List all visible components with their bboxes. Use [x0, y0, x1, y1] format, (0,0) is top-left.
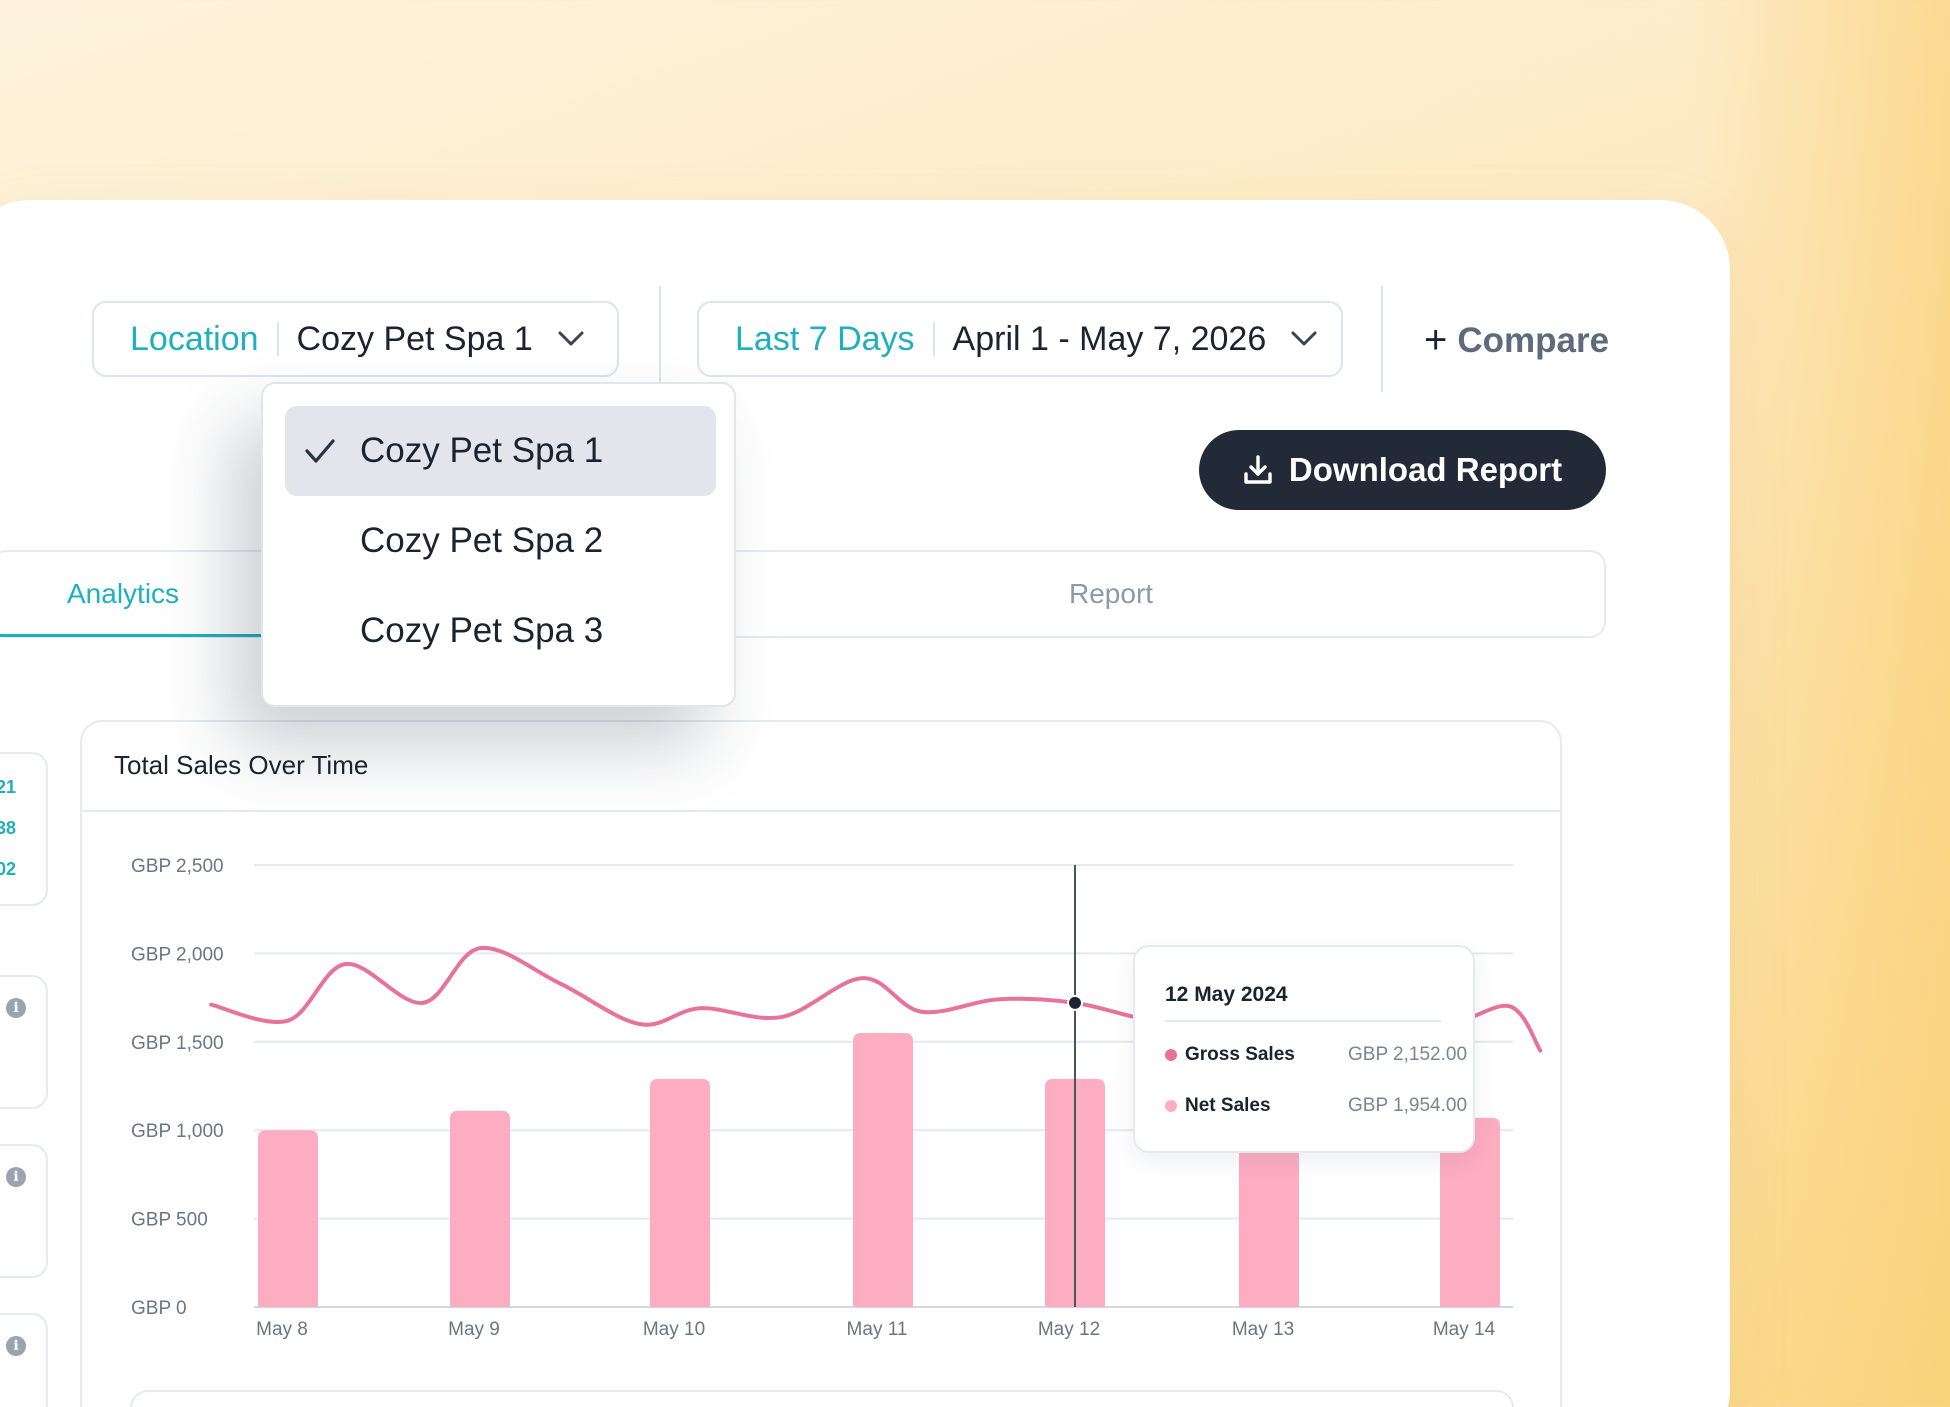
location-label: Location [130, 319, 259, 358]
download-icon [1244, 455, 1272, 484]
x-tick-label: May 12 [1038, 1319, 1100, 1340]
y-tick-label: GBP 500 [131, 1210, 208, 1231]
location-option[interactable]: Cozy Pet Spa 2 [285, 496, 716, 586]
location-separator [276, 322, 279, 356]
compare-button[interactable]: + Compare [1424, 318, 1609, 363]
metric-card [0, 1313, 48, 1407]
summary-card [0, 752, 48, 906]
sales-bar [853, 1032, 913, 1307]
chevron-down-icon [1291, 331, 1317, 346]
location-option[interactable]: Cozy Pet Spa 3 [285, 586, 716, 676]
date-range-value: April 1 - May 7, 2026 [952, 319, 1267, 358]
date-range-filter[interactable]: Last 7 Days April 1 - May 7, 2026 [697, 301, 1343, 377]
x-tick-label: May 8 [256, 1319, 308, 1340]
active-tab-indicator [0, 634, 270, 637]
x-tick-label: May 13 [1232, 1319, 1294, 1340]
filter-divider [1381, 286, 1383, 392]
background-glow [1690, 0, 1950, 1407]
compare-label: Compare [1457, 320, 1610, 360]
gross-sales-swatch [1165, 1049, 1177, 1061]
tooltip-row-net: Net Sales GBP 1,954.00 [1165, 1095, 1473, 1117]
plus-icon: + [1424, 318, 1448, 362]
y-tick-label: GBP 1,000 [131, 1121, 224, 1142]
metric-card [0, 1144, 48, 1278]
tooltip-date: 12 May 2024 [1165, 983, 1288, 1006]
sales-bar [1239, 1126, 1299, 1307]
sales-bar [650, 1078, 710, 1307]
tooltip-series-name: Net Sales [1185, 1095, 1271, 1116]
date-separator [932, 322, 935, 356]
chart-divider [82, 810, 1560, 812]
tooltip-series-value: GBP 2,152.00 [1348, 1044, 1468, 1065]
download-report-button[interactable]: Download Report [1199, 430, 1606, 510]
check-icon [305, 439, 335, 463]
y-tick-label: GBP 1,500 [131, 1033, 224, 1054]
chevron-down-icon [558, 331, 584, 346]
sales-bar [258, 1130, 318, 1307]
info-icon[interactable]: i [6, 1336, 26, 1356]
location-value: Cozy Pet Spa 1 [296, 319, 533, 358]
x-tick-label: May 14 [1433, 1319, 1496, 1340]
chart-tooltip: 12 May 2024 Gross Sales GBP 2,152.00 Net… [1133, 945, 1475, 1153]
net-sales-swatch [1165, 1100, 1177, 1112]
download-label: Download Report [1288, 451, 1563, 488]
x-tick-label: May 9 [448, 1319, 500, 1340]
date-preset-label: Last 7 Days [735, 319, 915, 358]
y-tick-label: GBP 0 [131, 1298, 187, 1319]
y-tick-label: GBP 2,000 [131, 944, 224, 965]
tooltip-series-name: Gross Sales [1185, 1044, 1295, 1065]
tooltip-divider [1165, 1020, 1441, 1022]
info-icon[interactable]: i [6, 1167, 26, 1187]
tooltip-series-value: GBP 1,954.00 [1348, 1095, 1468, 1116]
tooltip-row-gross: Gross Sales GBP 2,152.00 [1165, 1044, 1473, 1066]
location-option-label: Cozy Pet Spa 1 [360, 431, 604, 470]
summary-value: 38 [0, 818, 17, 838]
y-tick-label: GBP 2,500 [131, 856, 224, 877]
metric-card [0, 975, 48, 1109]
location-option[interactable]: Cozy Pet Spa 1 [285, 406, 716, 496]
filter-divider [659, 286, 661, 382]
info-icon[interactable]: i [6, 998, 26, 1018]
location-dropdown-menu: Cozy Pet Spa 1 Cozy Pet Spa 2 Cozy Pet S… [261, 382, 736, 707]
hover-point [1067, 994, 1083, 1011]
location-option-label: Cozy Pet Spa 3 [360, 611, 604, 650]
chart-title: Total Sales Over Time [114, 750, 369, 780]
location-option-label: Cozy Pet Spa 2 [360, 521, 604, 560]
summary-value: 02 [0, 859, 17, 879]
x-tick-label: May 11 [847, 1319, 908, 1340]
x-tick-label: May 10 [643, 1319, 705, 1340]
sales-bar [1440, 1117, 1500, 1307]
summary-value: 21 [0, 777, 17, 797]
sales-bar [450, 1110, 510, 1307]
tab-analytics[interactable]: Analytics [67, 578, 180, 609]
tab-report[interactable]: Report [1069, 578, 1154, 609]
location-filter[interactable]: Location Cozy Pet Spa 1 [92, 301, 619, 377]
